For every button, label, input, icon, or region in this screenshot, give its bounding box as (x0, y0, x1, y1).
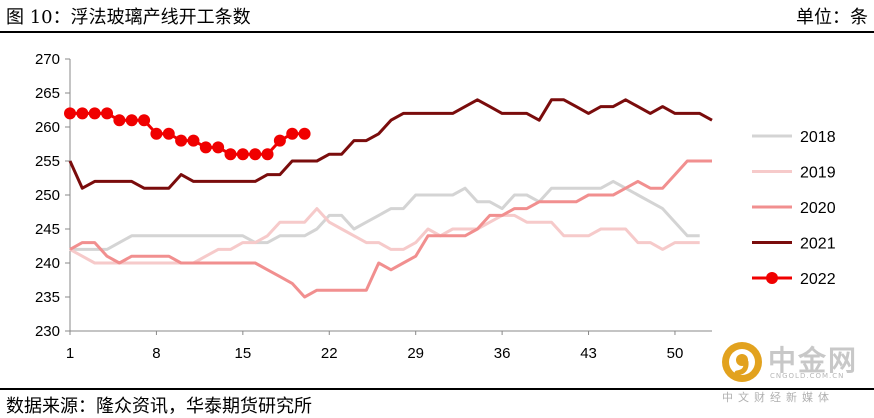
x-tick-label: 8 (152, 345, 160, 362)
cngold-logo-icon (722, 342, 762, 382)
y-tick-label: 245 (35, 221, 60, 238)
legend-label-2018: 2018 (800, 129, 836, 146)
series-line-2018 (70, 179, 700, 251)
data-point-2022 (286, 127, 299, 140)
data-point-2022 (76, 107, 89, 120)
data-point-2022 (224, 148, 237, 161)
series-line-2020 (69, 159, 712, 299)
series-line-2022 (70, 111, 305, 156)
data-point-2022 (175, 134, 188, 147)
watermark-domain: CNGOLD.COM.CN (770, 372, 845, 380)
x-tick-label: 43 (580, 345, 597, 362)
data-point-2022 (212, 141, 225, 154)
data-point-2022 (64, 107, 76, 120)
data-point-2022 (101, 107, 114, 120)
x-tick-label: 50 (667, 345, 684, 362)
legend-label-2021: 2021 (800, 236, 836, 253)
header-rule (0, 31, 874, 33)
legend-label-2019: 2019 (800, 165, 836, 182)
data-point-2022 (150, 127, 163, 140)
x-tick-label: 1 (66, 345, 74, 362)
data-point-2022 (88, 107, 101, 120)
x-tick-label: 22 (321, 345, 338, 362)
data-point-2022 (249, 148, 262, 161)
series-line-2021 (68, 98, 713, 190)
data-point-2022 (298, 127, 311, 140)
data-point-2022 (273, 134, 286, 147)
watermark: 中金网 CNGOLD.COM.CN (718, 336, 868, 388)
y-tick-label: 235 (35, 289, 60, 306)
data-point-2022 (199, 141, 212, 154)
y-tick-label: 270 (35, 51, 60, 68)
data-point-2022 (236, 148, 249, 161)
legend-label-2022: 2022 (800, 271, 836, 288)
chart-header: 图 10：浮法玻璃产线开工条数 单位：条 (0, 0, 874, 30)
series-line-2019 (69, 207, 700, 265)
y-tick-label: 265 (35, 85, 60, 102)
data-point-2022 (187, 134, 200, 147)
watermark-subtitle: 中文财经新媒体 (722, 391, 834, 404)
x-tick-label: 15 (235, 345, 252, 362)
legend-label-2020: 2020 (800, 200, 836, 217)
y-tick-label: 230 (35, 323, 60, 340)
x-tick-label: 29 (407, 345, 424, 362)
chart-title: 图 10：浮法玻璃产线开工条数 (6, 7, 251, 28)
data-point-2022 (261, 148, 274, 161)
footer-rule (0, 388, 874, 390)
data-source: 数据来源：隆众资讯，华泰期货研究所 (6, 396, 312, 417)
line-chart: 230 235 240 245 250 255 260 265 270 1 8 15 22 29 36 43 5… (35, 51, 836, 362)
y-tick-label: 250 (35, 187, 60, 204)
y-tick-label: 240 (35, 255, 60, 272)
x-tick-label: 36 (494, 345, 511, 362)
data-point-2022 (125, 114, 138, 127)
data-point-2022 (162, 127, 175, 140)
data-point-2022 (113, 114, 126, 127)
y-tick-label: 260 (35, 119, 60, 136)
data-point-2022 (138, 114, 151, 127)
y-tick-label: 255 (35, 153, 60, 170)
watermark-name: 中金网 (768, 344, 859, 377)
legend-marker-2022 (766, 272, 778, 284)
unit-label: 单位：条 (796, 7, 868, 28)
